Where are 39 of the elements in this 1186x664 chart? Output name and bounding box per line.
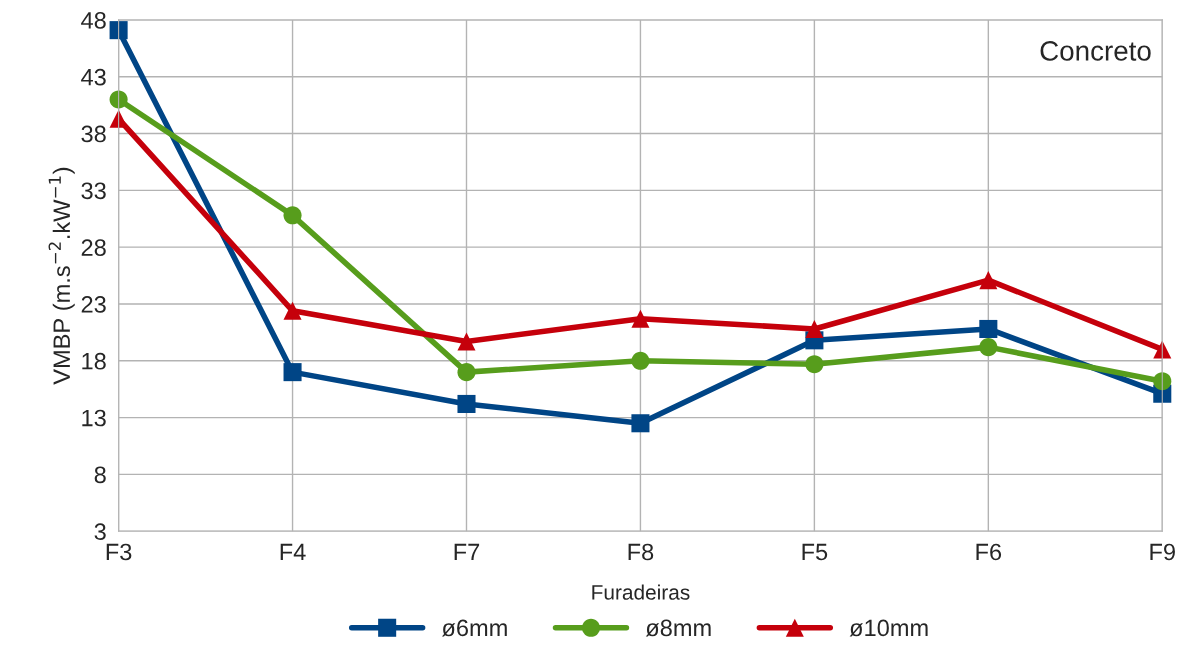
y-tick-label: 18 (82, 352, 106, 370)
point (631, 309, 650, 328)
y-tick-label: 23 (81, 296, 106, 313)
y-tick-label: 8 (94, 466, 106, 484)
y-tick-label: 3 (94, 523, 106, 540)
point (979, 271, 998, 290)
point (283, 206, 302, 225)
x-tick-label: F4 (280, 543, 306, 561)
legend-label: ø10mm (849, 619, 928, 637)
y-tick-label: 38 (81, 125, 106, 143)
point (457, 394, 476, 413)
point (979, 319, 998, 338)
point (457, 332, 476, 351)
point (805, 355, 824, 374)
point (1153, 372, 1172, 391)
y-tick-label: 48 (81, 11, 106, 29)
x-axis-title: Furadeiras (592, 584, 690, 600)
x-tick-label: F3 (106, 543, 132, 561)
legend-label: ø8mm (645, 619, 711, 637)
y-tick-label: 13 (82, 409, 106, 427)
x-tick-label: F5 (802, 543, 828, 561)
point (457, 363, 476, 382)
y-axis-title: VMBP (m.s$^{−2}$.kW$^{−1}$) (48, 167, 75, 385)
x-tick-label: F9 (1150, 543, 1175, 561)
x-tick-label: F6 (976, 543, 1002, 561)
x-tick-label: F7 (454, 543, 480, 561)
y-tick-label: 33 (81, 182, 106, 200)
y-tick-label: 28 (81, 239, 106, 256)
y-tick-label: 43 (81, 68, 106, 86)
x-tick-label: F8 (628, 543, 654, 561)
annotation: Concreto (1040, 41, 1151, 61)
point (631, 351, 650, 370)
point (979, 338, 998, 357)
point (109, 21, 128, 40)
point (631, 414, 650, 433)
point (283, 301, 302, 320)
point (283, 363, 302, 382)
point (805, 319, 824, 338)
legend-label: ø6mm (441, 619, 507, 637)
